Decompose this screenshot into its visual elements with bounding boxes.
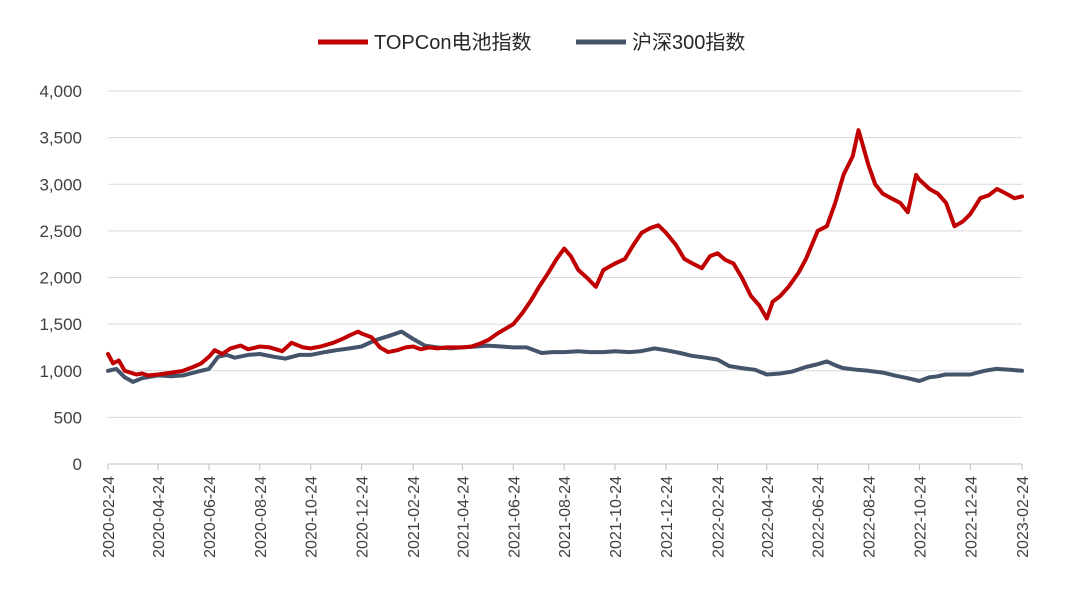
- gridlines: [108, 90, 1022, 418]
- x-tick-label: 2022-12-24: [963, 476, 980, 558]
- x-tick-label: 2020-08-24: [253, 476, 270, 558]
- x-axis: 2020-02-24 2020-04-24 2020-06-24 2020-08-24…: [101, 463, 1032, 558]
- x-tick-label: 2023-02-24: [1015, 476, 1032, 558]
- x-tick-label: 2022-10-24: [912, 476, 929, 558]
- x-tick-label: 2022-02-24: [711, 476, 728, 558]
- y-tick-label: 3,000: [39, 175, 82, 194]
- x-tick-label: 2020-10-24: [304, 476, 321, 558]
- x-tick-label: 2020-12-24: [355, 476, 372, 558]
- x-tick-label: 2021-12-24: [659, 476, 676, 558]
- series-lines: [106, 128, 1024, 384]
- y-tick-label: 0: [73, 455, 82, 474]
- y-tick-label: 2,500: [39, 222, 82, 241]
- x-tick-label: 2021-06-24: [506, 476, 523, 558]
- legend-label-hs300: 沪深300指数: [632, 31, 745, 54]
- x-tick-label: 2021-04-24: [455, 476, 472, 558]
- legend-label-topcon: TOPCon电池指数: [374, 31, 531, 54]
- x-tick-label: 2020-04-24: [151, 476, 168, 558]
- y-tick-label: 4,000: [39, 82, 82, 101]
- legend: TOPCon电池指数 沪深300指数: [318, 31, 745, 54]
- x-tick-label: 2021-08-24: [557, 476, 574, 558]
- x-tick-label: 2021-10-24: [608, 476, 625, 558]
- y-tick-label: 1,000: [39, 362, 82, 381]
- x-tick-label: 2021-02-24: [406, 476, 423, 558]
- y-tick-label: 2,000: [39, 269, 82, 288]
- x-tick-label: 2022-06-24: [811, 476, 828, 558]
- y-tick-label: 3,500: [39, 129, 82, 148]
- x-tick-label: 2022-04-24: [760, 476, 777, 558]
- x-tick-label: 2020-06-24: [202, 476, 219, 558]
- y-axis-ticks: 0 500 1,000 1,500 2,000 2,500 3,000 3,500 4,000: [39, 82, 82, 474]
- series-line-hs300: [106, 329, 1024, 384]
- x-tick-label: 2022-08-24: [862, 476, 879, 558]
- y-tick-label: 1,500: [39, 315, 82, 334]
- series-line-topcon: [106, 128, 1024, 378]
- y-tick-label: 500: [54, 408, 82, 427]
- x-tick-label: 2020-02-24: [101, 476, 118, 558]
